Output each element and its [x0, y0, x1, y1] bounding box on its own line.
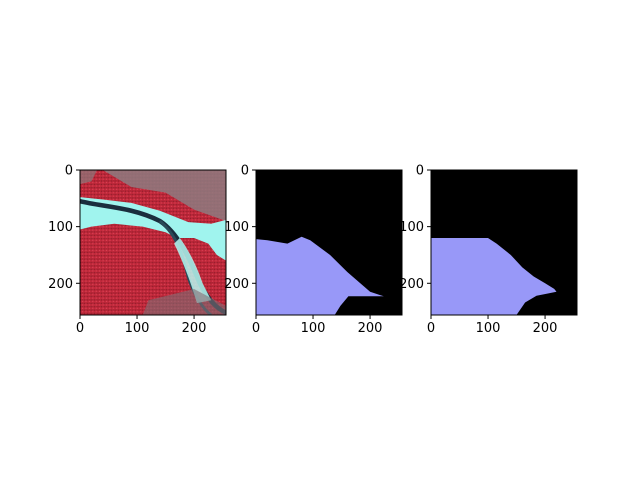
- y-tick-label: 200: [48, 277, 73, 292]
- bare-land-area: [102, 170, 226, 221]
- x-tick-label: 100: [476, 321, 501, 336]
- river-bar: [174, 237, 212, 304]
- x-tick-label: 100: [125, 321, 150, 336]
- mask-region-2: [431, 238, 557, 315]
- axes-frame-1: [255, 169, 403, 316]
- y-tick-label: 100: [224, 220, 249, 235]
- bare-land-patch: [80, 170, 98, 185]
- x-tick-label: 200: [358, 321, 383, 336]
- satellite-image: [80, 170, 226, 315]
- y-tick-label: 200: [399, 277, 424, 292]
- y-tick-label: 0: [65, 164, 73, 179]
- y-tick-label: 200: [224, 277, 249, 292]
- axes-frame-0: [79, 169, 227, 316]
- x-tick-label: 200: [533, 321, 558, 336]
- bare-land-lower: [142, 288, 226, 315]
- mask-region-1: [256, 236, 384, 315]
- x-tick-label: 0: [427, 321, 435, 336]
- x-tick-label: 0: [252, 321, 260, 336]
- chart-panel-mask-1: [255, 169, 403, 316]
- x-tick-label: 0: [76, 321, 84, 336]
- x-tick-label: 100: [301, 321, 326, 336]
- axis-ticks-layer: 0 100 200 0 100 200 0 100 200 0 100 200 0 100 200 0 100 2…: [48, 164, 557, 337]
- x-tick-label: 200: [182, 321, 207, 336]
- y-tick-label: 100: [399, 220, 424, 235]
- chart-panel-image: [79, 169, 227, 316]
- y-tick-label: 100: [48, 220, 73, 235]
- axes-frame-2: [430, 169, 578, 316]
- y-tick-label: 0: [416, 164, 424, 179]
- river-bank-area: [80, 197, 226, 261]
- y-tick-label: 0: [241, 164, 249, 179]
- chart-panel-mask-2: [430, 169, 578, 316]
